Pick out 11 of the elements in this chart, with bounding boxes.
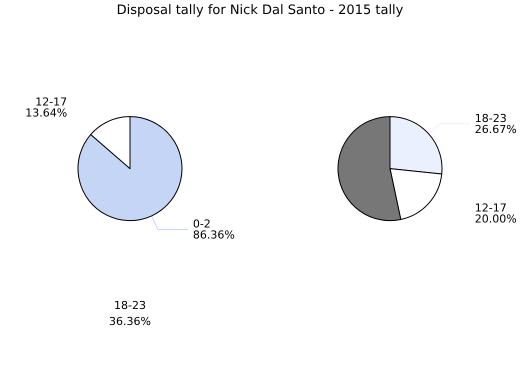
slice-label: 18-23 [474,112,507,125]
text: 18-23 [114,299,146,312]
text: 36.36% [109,315,151,328]
data-label: 20.00% [474,212,517,226]
data-label: 86.36% [192,228,235,242]
slice-label: 0-2 [192,218,211,231]
slice-label: 12-17 [35,96,68,109]
data-label: 26.67% [474,122,517,136]
slice-label: 12-17 [474,201,507,214]
chart-title: Disposal tally for Nick Dal Santo - 2015 tally [116,3,404,18]
data-label: 13.64% [25,106,68,120]
